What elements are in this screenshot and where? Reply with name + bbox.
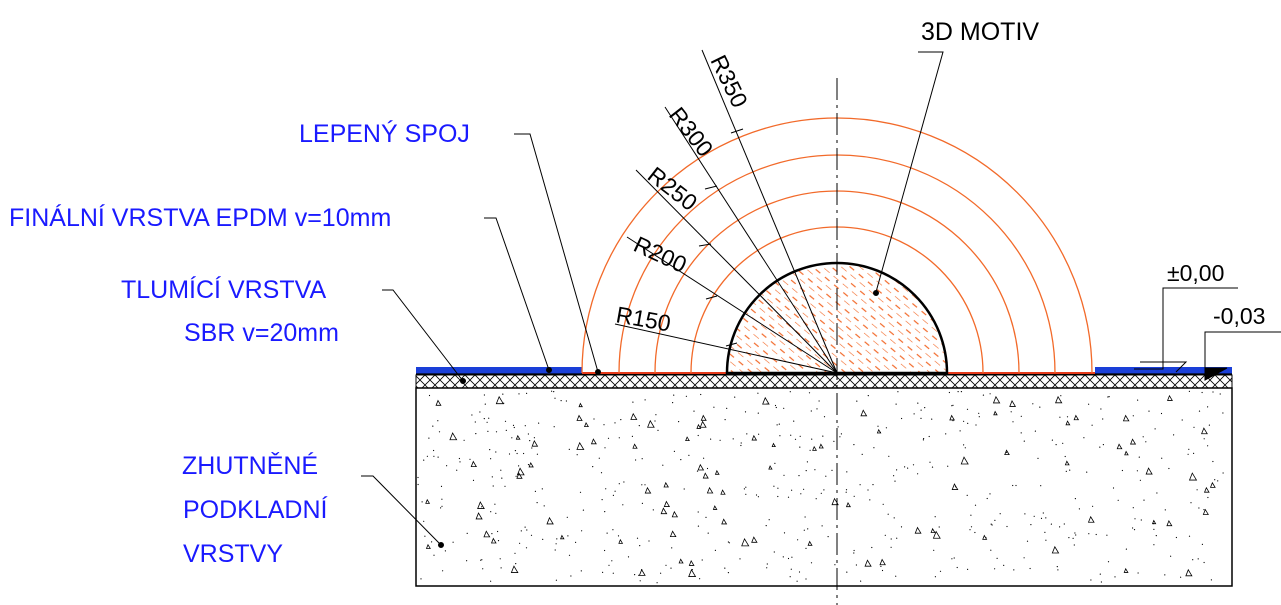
damping-layer-label-line2: SBR v=20mm xyxy=(184,319,339,347)
glued-joint-leader xyxy=(514,133,601,375)
final-layer-leader xyxy=(484,217,552,373)
level-lower: -0,03 xyxy=(1213,303,1265,329)
radius-labels: R350 R300 R250 R200 R150 xyxy=(614,51,753,337)
radius-label-r350: R350 xyxy=(706,51,753,112)
radius-leaders xyxy=(614,49,838,374)
motif-title: 3D MOTIV xyxy=(921,18,1039,46)
subbase-label-line3: VRSTVY xyxy=(183,540,283,568)
radius-label-r300: R300 xyxy=(664,102,718,161)
subbase-speckle-texture xyxy=(417,390,1224,584)
damping-layer xyxy=(415,374,1233,389)
subbase-leader xyxy=(361,475,444,548)
subbase-label-line2: PODKLADNÍ xyxy=(183,495,328,524)
subbase-label-line1: ZHUTNĚNÉ xyxy=(182,451,318,480)
glued-joint-label: LEPENÝ SPOJ xyxy=(299,119,470,148)
motif-leader xyxy=(873,51,944,296)
damping-layer-leader xyxy=(382,289,466,384)
final-layer-label: FINÁLNÍ VRSTVA EPDM v=10mm xyxy=(9,203,391,232)
subbase-block xyxy=(415,387,1233,587)
radius-label-r200: R200 xyxy=(630,231,691,278)
level-top: ±0,00 xyxy=(1167,260,1224,286)
level-markers xyxy=(1134,287,1281,381)
damping-layer-label-line1: TLUMÍCÍ VRSTVA xyxy=(121,275,326,304)
